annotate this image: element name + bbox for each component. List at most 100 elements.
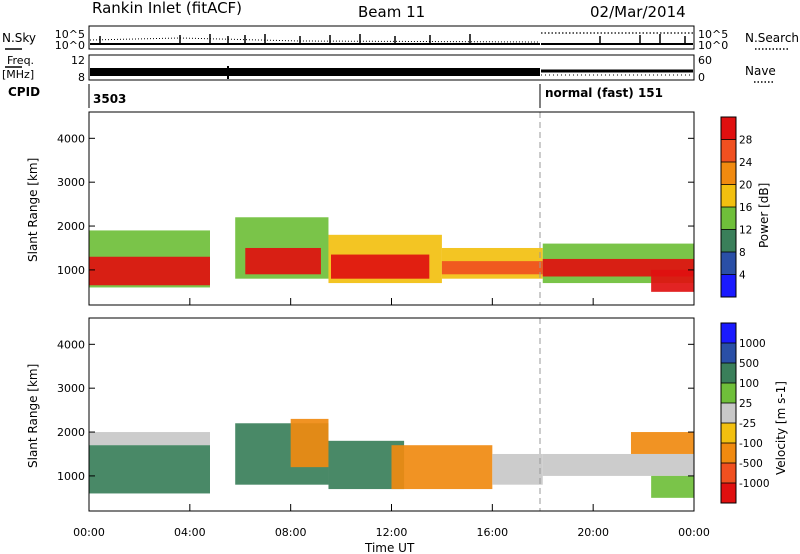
nsky-tick-low: 10^0 [55,39,85,52]
nsky-panel: N.Sky 10^5 10^0 10^5 10^0 N.Search [2,25,799,52]
colorbar-swatch [721,363,736,383]
data-band [651,269,694,292]
data-band [245,247,321,275]
velocity-colorbar-label: Velocity [m s-1] [774,381,788,475]
nsky-spikes [99,34,686,44]
x-tick-label: 00:00 [678,526,710,539]
freq-tick-low: 8 [78,71,85,84]
colorbar-tick-label: 24 [739,157,753,169]
y-tick-label: 1000 [57,264,85,277]
data-band [542,453,694,476]
colorbar-swatch [721,162,736,185]
nsearch-label: N.Search [745,31,799,45]
cpid-row: CPID 3503 normal (fast) 151 [8,84,663,108]
y-tick-label: 2000 [57,426,85,439]
colorbar-swatch [721,184,736,207]
colorbar-swatch [721,229,736,252]
data-band [651,475,694,498]
data-band [89,432,210,446]
power-colorbar-label: Power [dB] [757,183,771,248]
colorbar-swatch [721,343,736,363]
colorbar-tick-label: 16 [739,202,753,214]
power-colorbar: 4 8 12 16 20 24 28 [720,116,753,298]
power-panel: 1000 2000 3000 4000 Slant Range [km] 4 8 12 16… [26,111,771,306]
data-band [331,254,430,279]
data-band [290,418,329,468]
x-tick-label: 12:00 [376,526,408,539]
freq-unit-label: [MHz] [2,68,34,81]
colorbar-swatch [721,423,736,443]
data-band [492,453,543,485]
nsearch-tick-high: 10^5 [698,28,728,41]
colorbar-tick-label: -500 [739,458,763,470]
x-tick-label: 20:00 [577,526,609,539]
y-tick-label: 4000 [57,338,85,351]
x-tick-label: 00:00 [73,526,105,539]
cpid-label: CPID [8,85,40,99]
freq-panel: Freq. [MHz] 12 8 60 0 Nave [2,54,776,84]
beam-title: Beam 11 [358,3,425,21]
colorbar-swatch [721,323,736,343]
colorbar-swatch [721,443,736,463]
data-band [89,256,210,286]
velocity-ylabel: Slant Range [km] [26,364,40,468]
data-band [391,445,493,490]
colorbar-tick-label: -25 [739,418,756,430]
data-band [630,432,694,454]
cpid-segment-2: normal (fast) 151 [545,86,663,100]
colorbar-tick-label: -1000 [739,478,770,490]
power-ylabel: Slant Range [km] [26,158,40,262]
y-tick-label: 3000 [57,176,85,189]
velocity-colorbar: -1000 -500 -100 -25 25 100 500 1000 [720,322,770,504]
colorbar-swatch [721,274,736,297]
nsky-trace-dotted [89,37,541,43]
colorbar-tick-label: -100 [739,438,763,450]
colorbar-swatch [721,139,736,162]
x-tick-label: 16:00 [476,526,508,539]
x-tick-label: 04:00 [174,526,206,539]
nave-tick-low: 0 [698,71,705,84]
colorbar-swatch [721,252,736,275]
x-axis-label: Time UT [364,541,415,554]
freq-label: Freq. [7,54,34,67]
colorbar-swatch [721,207,736,230]
power-data [89,217,694,292]
colorbar-tick-label: 4 [739,270,746,282]
nave-label: Nave [745,64,776,78]
colorbar-tick-label: 8 [739,247,746,259]
nsky-label: N.Sky [2,31,36,45]
y-tick-label: 4000 [57,132,85,145]
date-title: 02/Mar/2014 [590,3,686,21]
colorbar-swatch [721,117,736,140]
nave-tick-high: 60 [698,54,712,67]
freq-trace [90,68,540,76]
y-tick-label: 2000 [57,220,85,233]
colorbar-tick-label: 12 [739,225,752,237]
colorbar-swatch [721,483,736,503]
colorbar-swatch [721,403,736,423]
nsky-tick-high: 10^5 [55,28,85,41]
colorbar-tick-label: 1000 [739,338,766,350]
colorbar-tick-label: 500 [739,358,759,370]
velocity-data [89,418,694,498]
velocity-y-axis: 1000 2000 3000 4000 [57,338,694,483]
colorbar-swatch [721,383,736,403]
data-band [441,261,543,275]
y-tick-label: 3000 [57,382,85,395]
nsearch-tick-low: 10^0 [698,39,728,52]
colorbar-tick-label: 25 [739,398,752,410]
site-title: Rankin Inlet (fitACF) [92,0,242,17]
x-tick-label: 08:00 [275,526,307,539]
colorbar-tick-label: 28 [739,135,752,147]
freq-tick-high: 12 [71,54,85,67]
time-x-axis: 00:00 04:00 08:00 12:00 16:00 20:00 00:00 [73,298,710,539]
colorbar-tick-label: 100 [739,378,759,390]
colorbar-tick-label: 20 [739,180,752,192]
colorbar-swatch [721,463,736,483]
y-tick-label: 1000 [57,470,85,483]
power-y-axis: 1000 2000 3000 4000 [57,132,694,277]
data-band [89,445,210,494]
cpid-segment-1: 3503 [93,92,126,106]
